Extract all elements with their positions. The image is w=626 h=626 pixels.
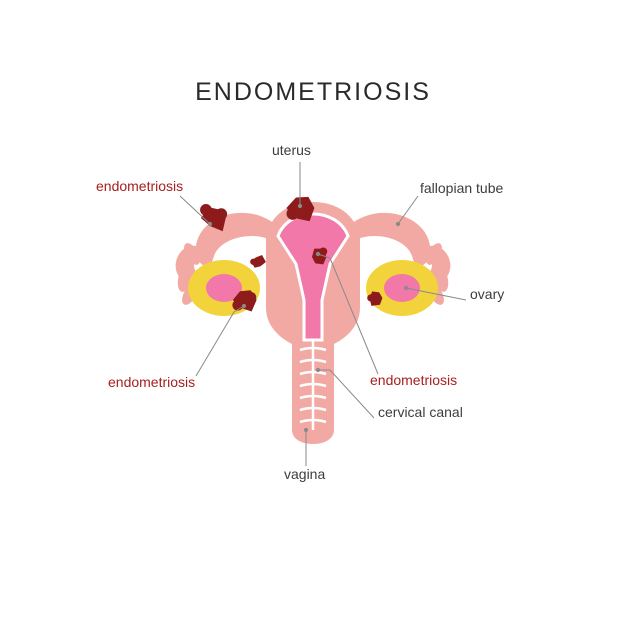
label-endo-right: endometriosis: [370, 372, 457, 388]
label-fallopian: fallopian tube: [420, 180, 503, 196]
label-ovary: ovary: [470, 286, 504, 302]
diagram-stage: ENDOMETRIOSIS: [0, 0, 626, 626]
ovary-right: [366, 260, 438, 316]
pointer-endo-bot-left: [196, 306, 244, 376]
lesion: [250, 255, 266, 268]
label-endo-bot-left: endometriosis: [108, 374, 195, 390]
label-cervical: cervical canal: [378, 404, 463, 420]
label-endo-top-left: endometriosis: [96, 178, 183, 194]
lesion: [200, 204, 227, 231]
anatomy-illustration: [0, 0, 626, 626]
label-uterus: uterus: [272, 142, 311, 158]
label-vagina: vagina: [284, 466, 325, 482]
